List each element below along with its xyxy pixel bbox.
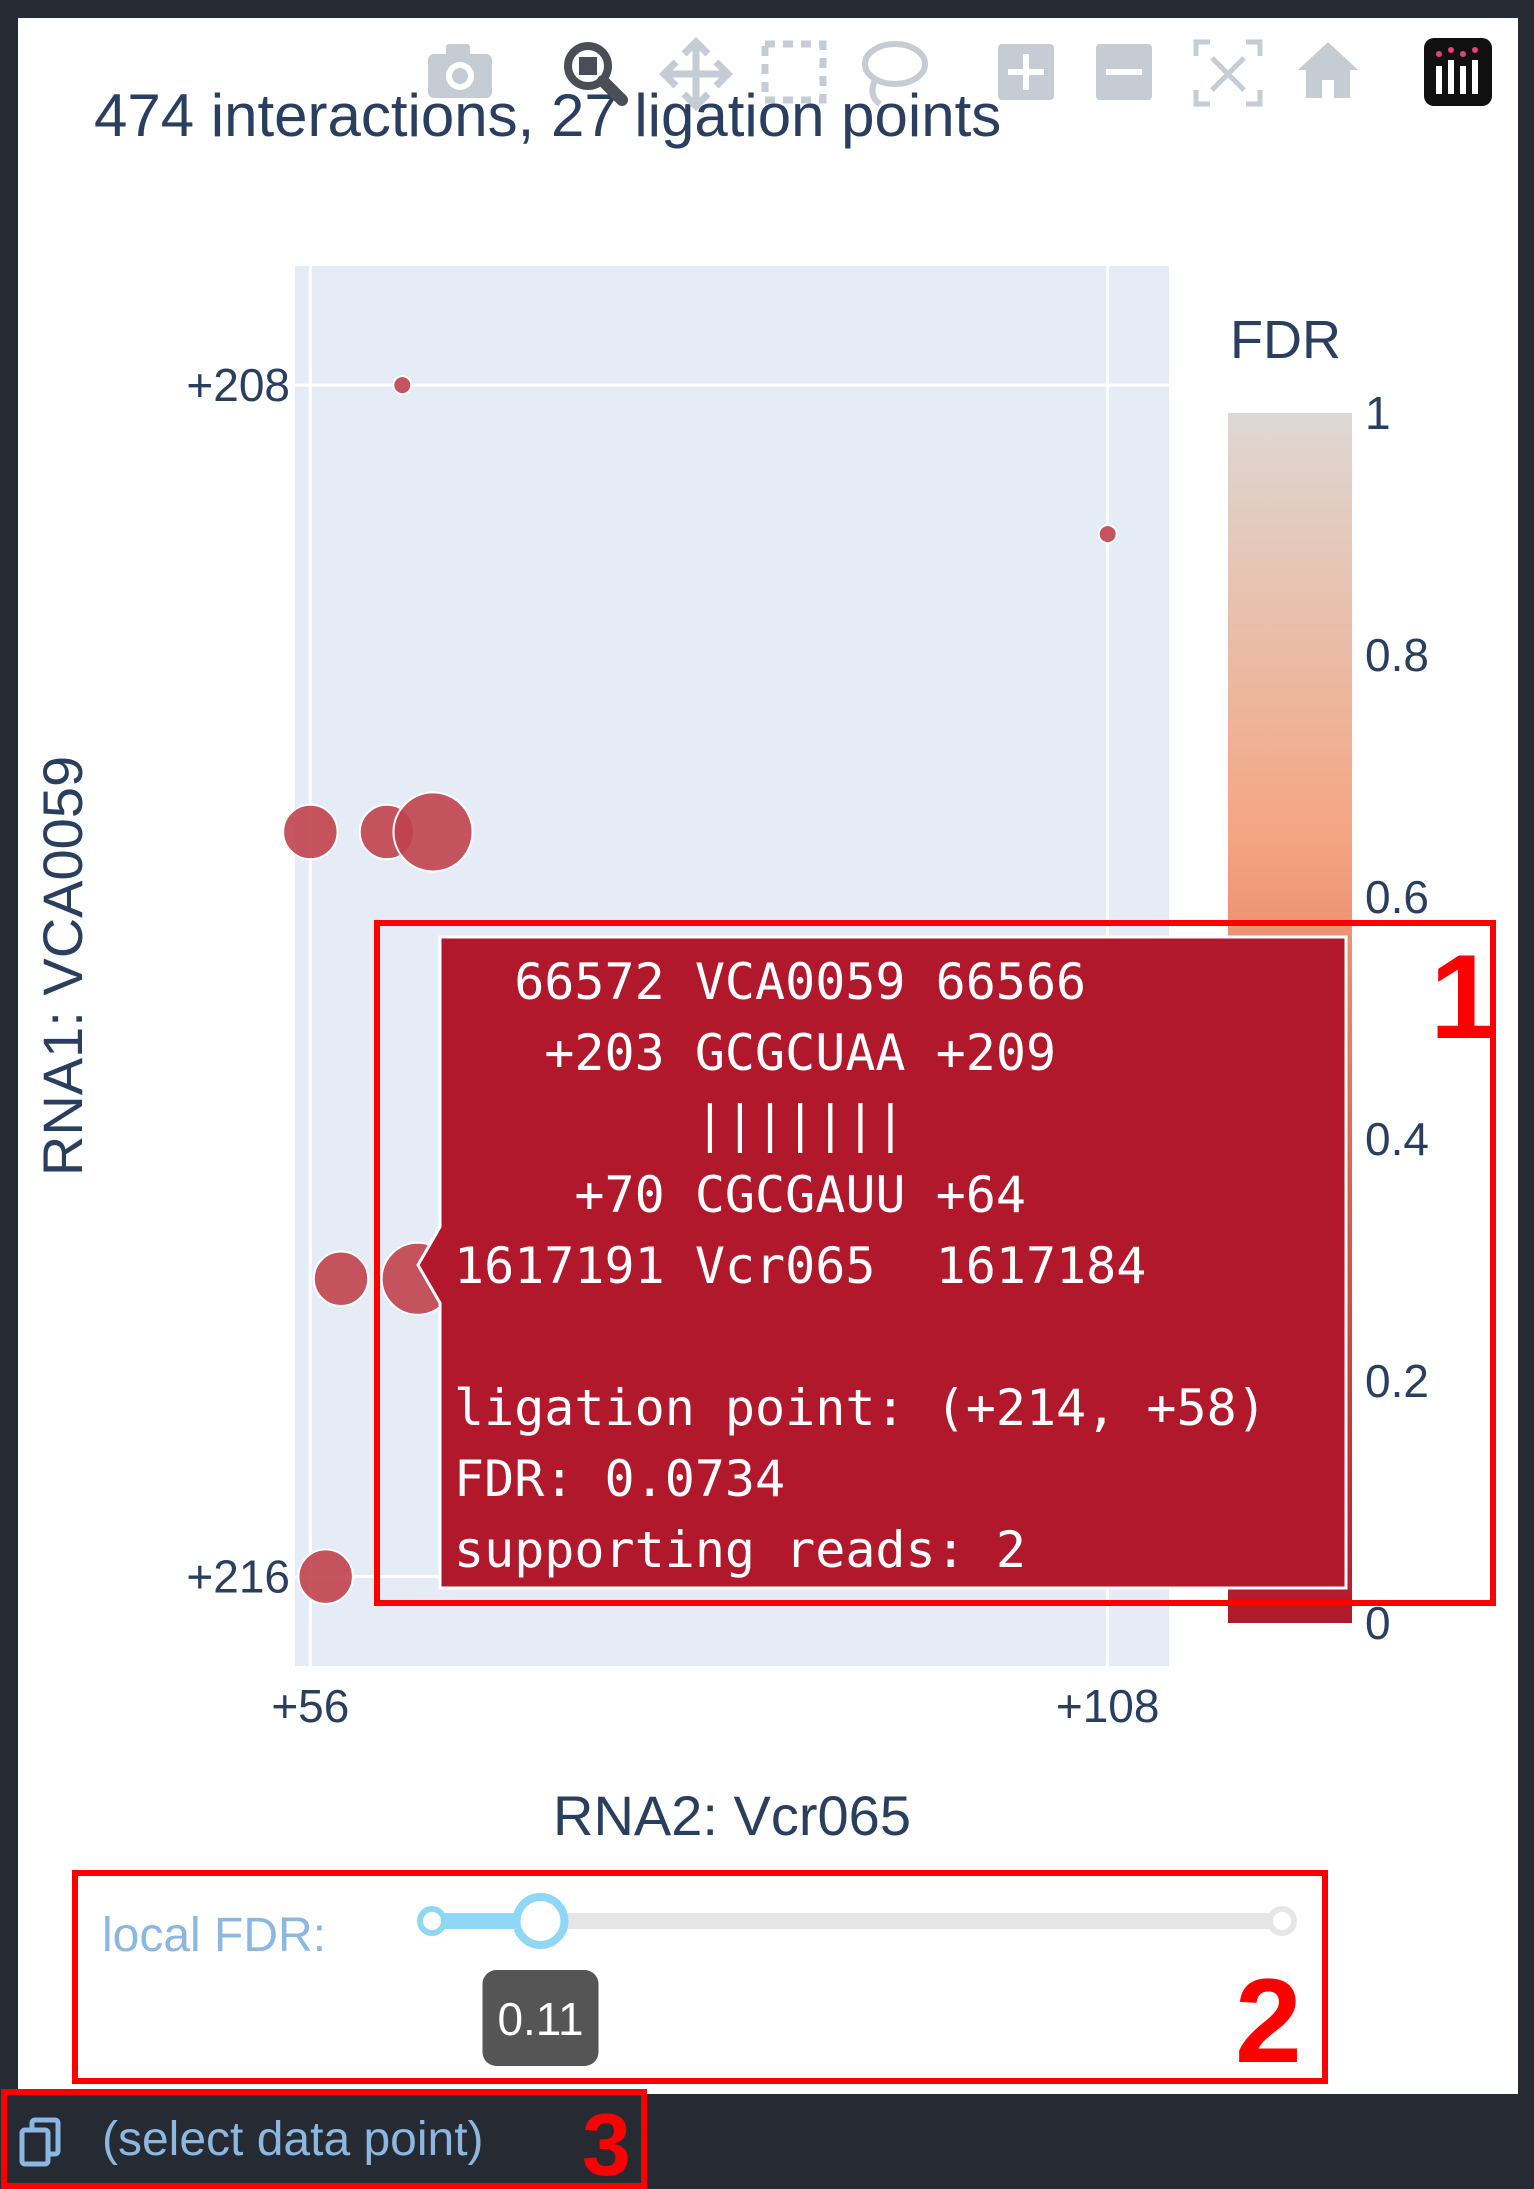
camera-icon[interactable] (428, 44, 492, 98)
y-tick-labels: +208 +216 (186, 359, 290, 1602)
annotation-1: 1 (374, 920, 1497, 1606)
slider-handle[interactable] (512, 1893, 569, 1949)
x-axis-title: RNA2: Vcr065 (553, 1784, 911, 1847)
annotation-2-number: 2 (1235, 1954, 1302, 2088)
tooltip-line: 66572 VCA0059 66566 (454, 953, 1086, 1011)
lasso-select-icon[interactable] (862, 41, 928, 107)
scatter-point[interactable] (392, 375, 413, 396)
tooltip-line: FDR: 0.0734 (454, 1450, 785, 1508)
slider-value-box (482, 1970, 599, 2066)
annotation-2: 2 (72, 1870, 1328, 2088)
colorbar-tick-label: 0.6 (1365, 871, 1429, 923)
scatter-point[interactable] (282, 803, 339, 861)
colorbar-title: FDR (1230, 310, 1341, 370)
slider-max-dot (1267, 1906, 1297, 1936)
annotation-1-number: 1 (1430, 930, 1497, 1064)
box-select-icon[interactable] (761, 40, 827, 104)
reset-axes-icon[interactable] (1298, 42, 1358, 98)
x-tick-label: +108 (1056, 1680, 1160, 1732)
hover-tooltip: 66572 VCA0059 66566 +203 GCGCUAA +209 ||… (416, 935, 1348, 1590)
y-tick-label: +216 (186, 1551, 290, 1603)
fdr-slider[interactable]: 0.11 (417, 1893, 1297, 2066)
x-tick-labels: +56 +108 (271, 1680, 1159, 1732)
colorbar-tick-labels: 00.20.40.60.81 (1365, 387, 1429, 1649)
zoom-in-icon[interactable] (998, 44, 1054, 100)
tooltip-line: supporting reads: 2 (454, 1521, 1026, 1579)
colorbar-tick-label: 1 (1365, 387, 1391, 439)
copy-icon[interactable] (19, 2117, 61, 2167)
pan-icon[interactable] (659, 37, 733, 111)
chart-title: 474 interactions, 27 ligation points (94, 82, 1001, 149)
modebar (428, 37, 1492, 111)
slider-min-dot (417, 1906, 447, 1936)
scatter-point[interactable] (297, 1548, 354, 1605)
tooltip-line: ligation point: (+214, +58) (454, 1379, 1267, 1437)
tooltip-line: +70 CGCGAUU +64 (454, 1166, 1026, 1224)
zoom-icon[interactable] (564, 42, 628, 106)
scatter-point[interactable] (1097, 524, 1118, 545)
y-tick-label: +208 (186, 359, 290, 411)
colorbar-tick-label: 0.2 (1365, 1355, 1429, 1407)
colorbar-tick-label: 0.8 (1365, 629, 1429, 681)
annotation-3-number: 3 (582, 2095, 631, 2189)
plotly-logo-icon[interactable] (1424, 38, 1492, 106)
scatter-point[interactable] (392, 791, 474, 873)
status-bar-background (0, 2094, 1534, 2189)
tooltip-line: ||||||| (454, 1095, 906, 1153)
tooltip-line: 1617191 Vcr065 1617184 (454, 1237, 1146, 1295)
scatter-point[interactable] (312, 1250, 370, 1307)
zoom-out-icon[interactable] (1096, 44, 1152, 100)
annotation-3: 3 (1, 2089, 647, 2189)
x-tick-label: +56 (271, 1680, 349, 1732)
tooltip-text: 66572 VCA0059 66566 +203 GCGCUAA +209 ||… (454, 953, 1267, 1579)
y-axis-title: RNA1: VCA0059 (31, 756, 94, 1176)
status-text: (select data point) (102, 2113, 484, 2166)
slider-rail[interactable] (430, 1913, 1284, 1929)
slider-value: 0.11 (497, 1993, 583, 2045)
autoscale-icon[interactable] (1193, 39, 1263, 107)
colorbar-tick-label: 0.4 (1365, 1113, 1429, 1165)
fdr-slider-label: local FDR: (102, 1909, 326, 1962)
tooltip-line: +203 GCGCUAA +209 (454, 1024, 1056, 1082)
